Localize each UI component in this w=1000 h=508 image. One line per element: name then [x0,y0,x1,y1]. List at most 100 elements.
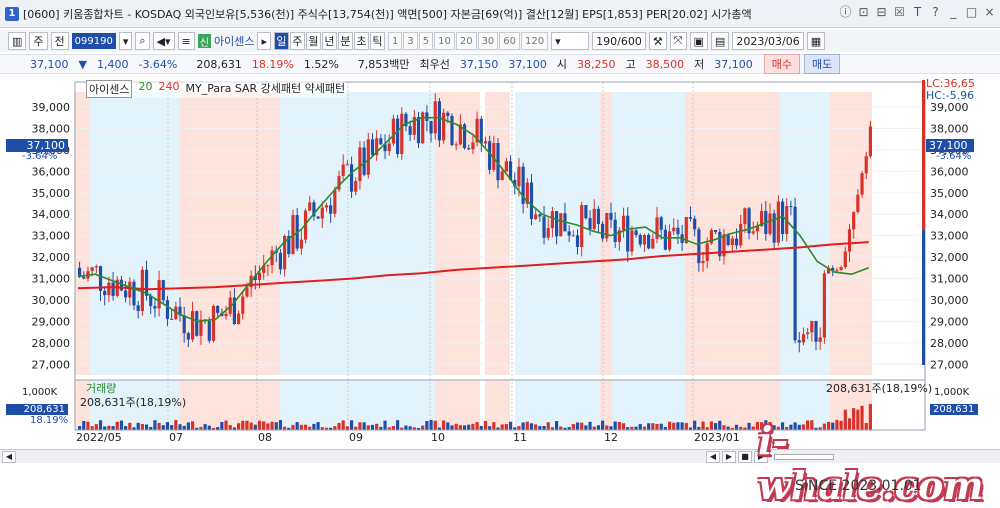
prev-icon[interactable]: ▸ [257,32,271,50]
candle [107,282,111,296]
tab-week[interactable]: 주 [289,32,305,50]
down-arrow-icon: ▼ [78,57,87,71]
stop-icon[interactable]: ■ [738,450,752,463]
candle [513,179,517,187]
minimize-icon[interactable]: _ [950,5,957,19]
open-label: 시 [556,58,568,71]
volume-bar [542,426,546,430]
volume-bar [329,427,333,430]
buy-button[interactable]: 매수 [763,54,801,74]
sell-button[interactable]: 매도 [804,54,841,74]
pattern-band [280,92,350,375]
count-field[interactable]: 190/600 [592,32,646,50]
play-icon[interactable]: ▶ [722,450,736,463]
volume-band [685,380,712,430]
volume-bar [630,426,634,430]
volume-bar [571,424,575,430]
play-forward-icon[interactable]: ▶ [754,450,768,463]
custom-interval-select[interactable]: ▾ [551,32,590,50]
save-icon[interactable]: ▣ [689,32,708,50]
volume-bar [609,426,613,430]
legend-stock-name[interactable]: 아이센스 [86,80,133,98]
detach-icon[interactable]: ☒ [894,5,905,19]
volume-bar [680,422,684,430]
tab-minute[interactable]: 분 [337,32,353,50]
date-field[interactable]: 2023/03/06 [732,32,804,50]
interval-30[interactable]: 30 [477,32,499,50]
info-icon[interactable]: ⓘ [839,5,852,19]
week-select[interactable]: 주 [29,32,48,50]
candle [324,205,329,208]
volume-bar [157,422,161,430]
volume-bar [793,422,797,430]
interval-60[interactable]: 60 [499,32,521,50]
grid-icon[interactable]: ▤ [710,32,730,50]
candle [529,182,534,220]
line-tool-icon[interactable]: ⤧ [669,32,687,50]
candle [592,208,596,230]
volume-bar [362,422,366,430]
split-icon[interactable]: ⊟ [876,5,887,19]
interval-5[interactable]: 5 [418,32,434,50]
tab-year[interactable]: 년 [321,32,337,50]
volume-band [612,380,685,430]
volume-bar [831,422,835,430]
volume-bar [98,420,103,430]
candle [517,166,521,187]
tab-month[interactable]: 월 [305,32,321,50]
toggle-panel-icon[interactable]: ▥ [8,32,27,50]
legend-ma20: 20 [138,80,153,93]
help-icon[interactable]: ? [932,5,939,19]
volume-bar [596,425,601,430]
candle [375,138,379,156]
search-icon[interactable]: ⌕ [135,32,150,50]
volume-bar [199,426,203,430]
all-select[interactable]: 전 [50,32,69,50]
volume-bar [86,421,90,430]
tab-tick[interactable]: 틱 [369,32,385,50]
tile-icon[interactable]: ⊡ [858,5,869,19]
tools-icon[interactable]: ⚒ [648,32,667,50]
candle [647,234,651,249]
maximize-icon[interactable]: □ [965,5,978,19]
interval-120[interactable]: 120 [521,32,549,50]
tab-day[interactable]: 일 [273,32,289,50]
x-tick: 10 [431,431,445,444]
dropdown-icon[interactable]: ▾ [118,32,133,50]
volume-bar [697,426,701,430]
text-icon[interactable]: T [913,5,922,19]
y-tick-right: 31,000 [930,273,969,286]
calendar-icon[interactable]: ▦ [806,32,826,50]
volume-bar [165,422,170,430]
candle [722,234,726,257]
interval-20[interactable]: 20 [455,32,477,50]
list-icon[interactable]: ≡ [177,32,195,50]
window-number: 1 [5,6,19,21]
scroll-left-icon[interactable]: ◀ [2,450,16,463]
interval-3[interactable]: 3 [403,32,418,50]
interval-1[interactable]: 1 [387,32,403,50]
close-icon[interactable]: × [984,5,995,19]
candle [852,211,856,230]
candle [283,236,287,270]
candle [672,227,676,232]
chart-scrollbar[interactable]: ◀ ◀ ▶ ■ ▶ [0,449,1000,463]
y-tick-right: 32,000 [930,251,969,264]
volume-bar [454,423,458,430]
candle [299,239,303,249]
sound-icon[interactable]: ◀▾ [152,32,175,50]
candle [776,201,780,243]
stock-code-input[interactable]: 099190 [71,33,116,49]
volume-bar [534,424,538,430]
interval-10[interactable]: 10 [434,32,455,50]
volume-bar [488,426,492,430]
tab-second[interactable]: 초 [353,32,369,50]
candle [751,231,755,234]
candle [174,306,178,320]
speed-slider[interactable] [774,453,834,460]
candle [801,334,806,343]
volume-bar [320,427,324,430]
price-chart[interactable]: 39,00039,00038,00038,00037,00037,00036,0… [0,76,1000,448]
play-back-icon[interactable]: ◀ [706,450,720,463]
candle [103,290,107,296]
